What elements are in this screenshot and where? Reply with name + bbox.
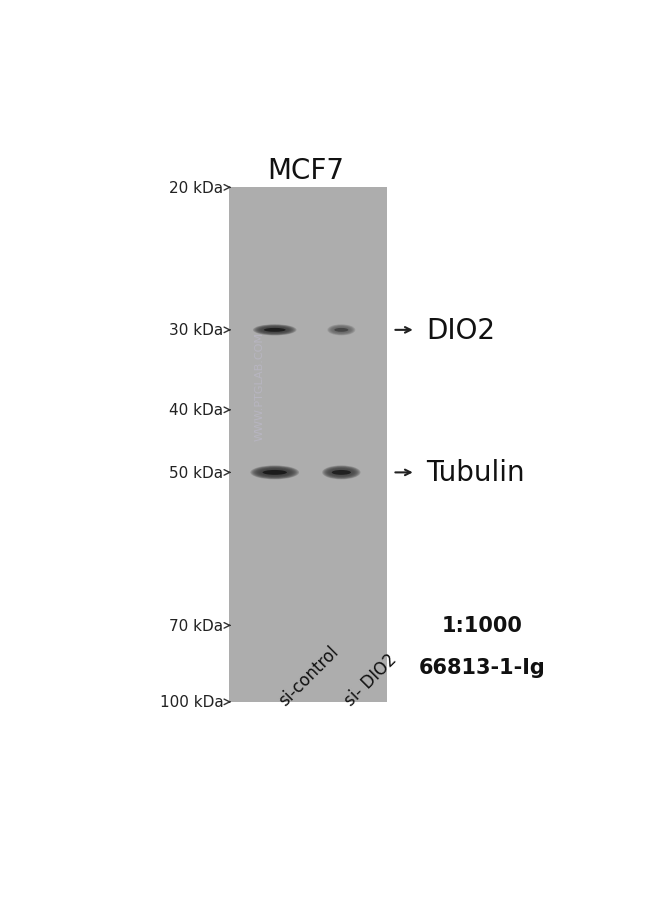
Ellipse shape	[253, 466, 297, 479]
Ellipse shape	[327, 468, 356, 478]
Ellipse shape	[332, 471, 351, 475]
Text: MCF7: MCF7	[267, 157, 344, 185]
Ellipse shape	[334, 328, 348, 333]
Ellipse shape	[255, 326, 294, 336]
Ellipse shape	[326, 467, 357, 478]
Ellipse shape	[251, 466, 299, 480]
Ellipse shape	[256, 468, 293, 478]
Text: WWW.PTGLAB.COM: WWW.PTGLAB.COM	[254, 332, 264, 440]
Ellipse shape	[256, 326, 293, 335]
Text: si- DIO2: si- DIO2	[341, 649, 401, 709]
Ellipse shape	[324, 466, 359, 479]
Ellipse shape	[260, 327, 290, 334]
Ellipse shape	[323, 466, 360, 479]
Ellipse shape	[254, 467, 295, 479]
Ellipse shape	[258, 468, 292, 477]
Text: 1:1000: 1:1000	[442, 616, 523, 636]
Text: DIO2: DIO2	[426, 317, 495, 345]
Ellipse shape	[328, 468, 355, 477]
Ellipse shape	[330, 327, 352, 335]
Ellipse shape	[259, 469, 291, 477]
Text: 66813-1-Ig: 66813-1-Ig	[419, 658, 545, 677]
Ellipse shape	[252, 466, 298, 479]
Text: Tubulin: Tubulin	[426, 459, 524, 487]
Ellipse shape	[254, 326, 295, 336]
Ellipse shape	[329, 326, 354, 336]
Ellipse shape	[258, 327, 291, 335]
Ellipse shape	[325, 467, 358, 479]
Ellipse shape	[262, 471, 287, 475]
Text: 70 kDa: 70 kDa	[169, 618, 223, 633]
Ellipse shape	[327, 325, 356, 336]
Text: si-control: si-control	[275, 642, 342, 709]
Ellipse shape	[260, 327, 289, 334]
Text: 40 kDa: 40 kDa	[169, 403, 223, 418]
Ellipse shape	[253, 325, 297, 336]
Ellipse shape	[257, 327, 292, 335]
Text: 50 kDa: 50 kDa	[169, 465, 223, 481]
Ellipse shape	[329, 326, 353, 335]
Ellipse shape	[264, 328, 286, 333]
Text: 30 kDa: 30 kDa	[169, 323, 223, 338]
Ellipse shape	[328, 326, 355, 336]
Ellipse shape	[322, 466, 360, 480]
Ellipse shape	[255, 467, 294, 478]
Text: 20 kDa: 20 kDa	[169, 180, 223, 196]
Text: 100 kDa: 100 kDa	[160, 695, 223, 710]
Bar	[229, 189, 387, 702]
